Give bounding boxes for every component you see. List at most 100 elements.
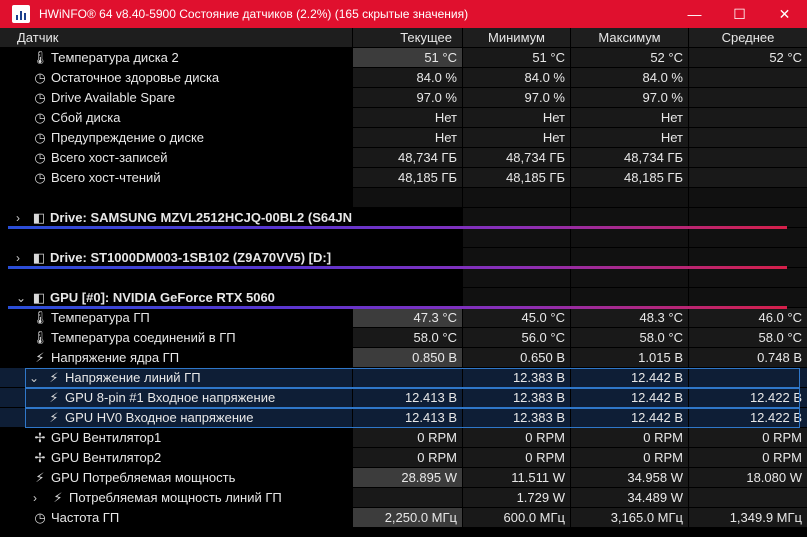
lightning-icon: ⚡ [49,370,59,385]
sensor-label: Температура ГП [51,310,150,325]
current-value: 51 °C [353,48,463,68]
maximize-button[interactable]: ☐ [733,5,746,22]
min-value: 84.0 % [463,68,571,88]
column-header-avg[interactable]: Среднее [689,28,807,48]
column-header-row: Датчик Текущее Минимум Максимум Среднее [0,28,807,48]
current-value: 84.0 % [353,68,463,88]
sensor-name-cell: 🌡 Температура соединений в ГП [0,328,353,348]
min-value: 600.0 МГц [463,508,571,528]
sensor-label: GPU Потребляемая мощность [51,470,236,485]
sensor-label: GPU Вентилятор2 [51,450,162,465]
avg-value: 46.0 °C [689,308,807,328]
chevron-right-icon[interactable]: › [33,491,37,505]
sensor-label: Температура соединений в ГП [51,330,236,345]
chevron-down-icon[interactable]: ⌄ [29,371,40,385]
avg-value [689,488,807,508]
sensor-row[interactable]: ◷ Сбой диска Нет Нет Нет [0,108,807,128]
sensor-row[interactable]: ⚡ GPU Потребляемая мощность 28.895 W 11.511… [0,468,807,488]
avg-value [689,168,807,188]
sensor-row[interactable]: ◷ Частота ГП 2,250.0 МГц 600.0 МГц 3,165.0 М… [0,508,807,528]
min-value: Нет [463,128,571,148]
clock-icon: ◷ [34,90,46,105]
avg-value [689,88,807,108]
sensor-grid[interactable]: Датчик Текущее Минимум Максимум Среднее … [0,28,807,537]
gpu-icon: ◧ [32,290,46,305]
sensor-name-cell: 🌡 Температура ГП [0,308,353,328]
max-value: 58.0 °C [571,328,689,348]
sensor-row[interactable]: ✢ GPU Вентилятор1 0 RPM 0 RPM 0 RPM 0 RPM [0,428,807,448]
spacer-row [0,268,807,288]
max-value: 1.015 В [571,348,689,368]
sensor-label: Всего хост-чтений [51,170,161,185]
sensor-row[interactable]: ⚡ GPU HV0 Входное напряжение 12.413 В 12.38… [0,408,807,428]
sensor-label: Напряжение линий ГП [65,370,201,385]
avg-value: 12.422 В [689,408,807,428]
column-header-current[interactable]: Текущее [353,28,463,48]
sensor-row[interactable]: ✢ GPU Вентилятор2 0 RPM 0 RPM 0 RPM 0 RPM [0,448,807,468]
sensor-row[interactable]: ⚡ GPU 8-pin #1 Входное напряжение 12.413 В… [0,388,807,408]
sensor-row[interactable]: ⌄ ⚡ Напряжение линий ГП 12.383 В 12.442 В [0,368,807,388]
max-value: Нет [571,128,689,148]
close-button[interactable]: ✕ [778,5,791,22]
current-value: 48,185 ГБ [353,168,463,188]
avg-value: 12.422 В [689,388,807,408]
sensor-name-cell: ⚡ GPU 8-pin #1 Входное напряжение [0,388,353,408]
max-value: 12.442 В [571,388,689,408]
sensor-name-cell: ⚡ GPU Потребляемая мощность [0,468,353,488]
sensor-row[interactable]: ◷ Drive Available Spare 97.0 % 97.0 % 97.0 % [0,88,807,108]
group-row-gpu[interactable]: ⌄ ◧ GPU [#0]: NVIDIA GeForce RTX 5060 [0,288,807,309]
avg-value: 18.080 W [689,468,807,488]
min-value: 0 RPM [463,448,571,468]
thermometer-icon: 🌡 [31,330,49,345]
min-value: 11.511 W [463,468,571,488]
chevron-right-icon[interactable]: › [16,211,20,225]
title-bar[interactable]: HWiNFO® 64 v8.40-5900 Состояние датчиков… [0,0,807,28]
group-separator-line [8,306,787,309]
sensor-row[interactable]: ⚡ Напряжение ядра ГП 0.850 В 0.650 В 1.015 В… [0,348,807,368]
sensor-name-cell: 🌡 Температура диска 2 [0,48,353,68]
sensor-row[interactable]: ◷ Всего хост-записей 48,734 ГБ 48,734 ГБ 48,… [0,148,807,168]
sensor-row[interactable]: 🌡 Температура ГП 47.3 °C 45.0 °C 48.3 °C 46.0… [0,308,807,328]
sensor-label: Напряжение ядра ГП [51,350,180,365]
max-value: 3,165.0 МГц [571,508,689,528]
avg-value [689,368,807,388]
group-row-seagate-drive[interactable]: › ◧ Drive: ST1000DM003-1SB102 (Z9A70VV5)… [0,248,807,269]
avg-value: 1,349.9 МГц [689,508,807,528]
current-value [353,488,463,508]
sensor-label: Температура диска 2 [51,50,179,65]
group-label: GPU [#0]: NVIDIA GeForce RTX 5060 [50,290,275,305]
sensor-row[interactable]: 🌡 Температура диска 2 51 °C 51 °C 52 °C 52 °C [0,48,807,68]
current-value: 47.3 °C [353,308,463,328]
max-value: 12.442 В [571,408,689,428]
sensor-row[interactable]: ◷ Всего хост-чтений 48,185 ГБ 48,185 ГБ 48,1… [0,168,807,188]
sensor-row[interactable]: 🌡 Температура соединений в ГП 58.0 °C 56.0 … [0,328,807,348]
column-header-sensor[interactable]: Датчик [0,28,353,48]
lightning-icon: ⚡ [35,470,45,485]
clock-icon: ◷ [34,150,46,165]
minimize-button[interactable]: — [687,6,702,22]
sensor-row[interactable]: ◷ Остаточное здоровье диска 84.0 % 84.0 % 84… [0,68,807,88]
max-value: 0 RPM [571,428,689,448]
current-value: 2,250.0 МГц [353,508,463,528]
max-value: 12.442 В [571,368,689,388]
column-header-min[interactable]: Минимум [463,28,571,48]
max-value: 48.3 °C [571,308,689,328]
max-value: 34.958 W [571,468,689,488]
group-row-samsung-drive[interactable]: › ◧ Drive: SAMSUNG MZVL2512HCJQ-00BL2 (S… [0,208,807,229]
min-value: 51 °C [463,48,571,68]
sensor-name-cell: ⚡ GPU HV0 Входное напряжение [0,408,353,428]
chevron-down-icon[interactable]: ⌄ [16,291,27,305]
sensor-label: Потребляемая мощность линий ГП [69,490,282,505]
min-value: 56.0 °C [463,328,571,348]
chevron-right-icon[interactable]: › [16,251,20,265]
clock-icon: ◷ [34,170,46,185]
sensor-row[interactable]: ◷ Предупреждение о диске Нет Нет Нет [0,128,807,148]
group-label: Drive: ST1000DM003-1SB102 (Z9A70VV5) [D:… [50,250,332,265]
max-value: 48,734 ГБ [571,148,689,168]
column-header-max[interactable]: Максимум [571,28,689,48]
current-value: 28.895 W [353,468,463,488]
sensor-name-cell: ⌄ ⚡ Напряжение линий ГП [0,368,353,388]
sensor-name-cell: ◷ Drive Available Spare [0,88,353,108]
sensor-label: GPU Вентилятор1 [51,430,162,445]
